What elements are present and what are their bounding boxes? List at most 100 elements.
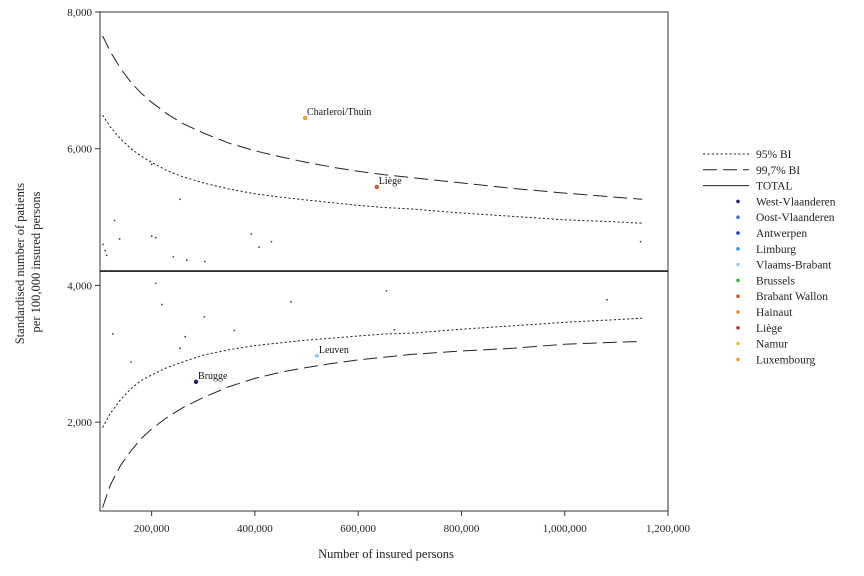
data-point — [105, 254, 108, 257]
data-point — [290, 300, 292, 303]
data-point — [250, 233, 253, 236]
point-label-brugge: Brugge — [198, 371, 228, 382]
legend-item-brussels: Brussels — [736, 275, 796, 287]
x-tick-label: 800,000 — [444, 523, 480, 535]
x-axis: 200,000 400,000 600,000 800,000 1,000,000 1,2… — [134, 511, 691, 535]
legend-swatch — [736, 247, 740, 251]
legend-label: 95% BI — [756, 149, 792, 161]
data-points — [102, 115, 642, 385]
legend-swatch — [736, 215, 740, 219]
ci997-upper-curve — [102, 35, 643, 200]
legend-swatch — [736, 199, 740, 204]
data-point — [203, 260, 206, 263]
data-point — [270, 240, 273, 243]
y-axis-title-line-1: Standardised number of patients — [13, 183, 27, 345]
data-point — [106, 270, 109, 272]
legend-item-antwerpen: Antwerpen — [736, 228, 807, 240]
legend-label: Luxembourg — [756, 354, 815, 366]
point-leuven — [314, 353, 320, 359]
y-tick-label: 6,000 — [67, 144, 92, 156]
legend-label: Limburg — [756, 244, 796, 256]
legend-item-total: TOTAL — [703, 181, 793, 193]
legend-swatch — [736, 262, 740, 267]
legend-label: Vlaams-Brabant — [756, 260, 832, 272]
y-tick-label: 8,000 — [67, 7, 92, 19]
x-axis-title: Number of insured persons — [318, 547, 454, 561]
data-point — [179, 198, 181, 201]
ci95-upper-curve — [102, 114, 643, 224]
data-point — [184, 335, 187, 338]
plot-frame — [99, 11, 669, 512]
legend-item-99-7-bi: 99,7% BI — [703, 165, 800, 177]
data-point — [606, 298, 608, 301]
legend-label: West-Vlaanderen — [756, 196, 836, 208]
data-point — [104, 249, 107, 252]
x-tick-label: 400,000 — [237, 523, 273, 535]
legend: 95% BI 99,7% BI TOTAL West-Vlaanderen Oost-V… — [703, 149, 836, 366]
legend-item-vlaams-brabant: Vlaams-Brabant — [736, 260, 832, 272]
legend-label: Liège — [756, 323, 782, 335]
ci997-lower-curve — [102, 341, 643, 508]
data-point — [233, 329, 236, 332]
data-point — [150, 235, 153, 238]
point-liege — [374, 184, 379, 190]
legend-item-hainaut: Hainaut — [736, 307, 793, 319]
data-point — [639, 240, 642, 243]
legend-item-namur: Namur — [736, 339, 788, 351]
legend-label: Namur — [756, 339, 788, 351]
y-tick-label: 2,000 — [67, 417, 92, 429]
legend-label: Brabant Wallon — [756, 291, 828, 303]
legend-label: Antwerpen — [756, 228, 807, 240]
legend-label: Brussels — [756, 275, 796, 287]
x-tick-label: 1,200,000 — [646, 523, 691, 535]
data-point — [112, 333, 114, 335]
point-charleroi-thuin — [302, 115, 308, 121]
legend-swatch — [736, 326, 740, 330]
data-point — [154, 236, 157, 239]
legend-item-brabant-wallon: Brabant Wallon — [736, 291, 828, 303]
data-point — [185, 259, 188, 262]
legend-swatch — [736, 310, 740, 314]
y-axis-title-line-2: per 100,000 insured persons — [29, 191, 43, 332]
legend-item-95-bi: 95% BI — [703, 149, 792, 161]
data-point — [102, 243, 104, 246]
legend-item-luxembourg: Luxembourg — [736, 354, 815, 366]
point-labels: Charleroi/Thuin Liège Leuven Brugge — [198, 107, 402, 382]
y-axis-title: Standardised number of patients per 100,… — [13, 180, 43, 345]
legend-item-limburg: Limburg — [736, 244, 796, 256]
x-tick-label: 600,000 — [340, 523, 376, 535]
legend-item-oost-vlaanderen: Oost-Vlaanderen — [736, 212, 835, 224]
point-brugge — [193, 379, 199, 385]
data-point — [385, 289, 388, 292]
data-point — [150, 163, 153, 166]
legend-swatch — [736, 341, 740, 346]
point-label-charleroi-thuin: Charleroi/Thuin — [307, 107, 371, 118]
legend-swatch — [736, 357, 740, 362]
legend-swatch — [736, 294, 740, 299]
legend-label: 99,7% BI — [756, 165, 800, 177]
data-point — [203, 315, 206, 318]
data-point — [258, 246, 260, 249]
data-point — [130, 361, 132, 363]
data-point — [161, 303, 163, 306]
legend-label: Hainaut — [756, 307, 793, 319]
legend-swatch — [736, 231, 740, 235]
data-point — [172, 255, 175, 258]
legend-swatch — [736, 278, 740, 283]
x-tick-label: 200,000 — [134, 523, 170, 535]
confidence-curves — [102, 35, 643, 508]
legend-item-liege: Liège — [736, 323, 782, 335]
data-point — [113, 219, 116, 222]
data-point — [179, 347, 181, 350]
y-axis: 2,000 4,000 6,000 8,000 — [67, 7, 100, 429]
legend-item-west-vlaanderen: West-Vlaanderen — [736, 196, 836, 208]
y-tick-label: 4,000 — [67, 280, 92, 292]
data-point — [393, 328, 396, 331]
ci95-lower-curve — [102, 317, 643, 428]
point-label-liege: Liège — [379, 176, 402, 187]
legend-label: TOTAL — [756, 181, 793, 193]
data-point — [154, 282, 157, 285]
point-label-leuven: Leuven — [319, 345, 349, 356]
legend-label: Oost-Vlaanderen — [756, 212, 835, 224]
